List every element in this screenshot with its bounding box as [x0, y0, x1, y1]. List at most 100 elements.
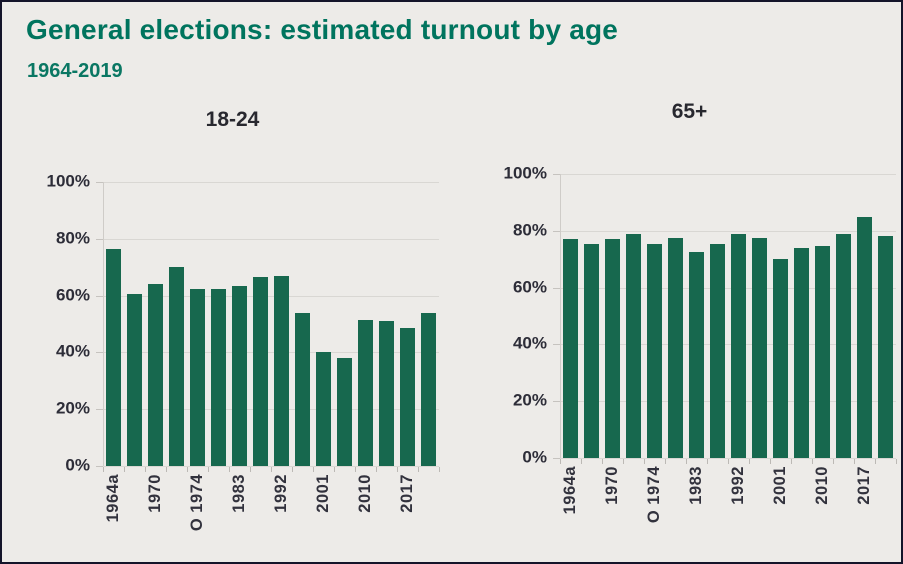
bar: [337, 358, 352, 466]
y-axis-tick: [553, 230, 560, 232]
gridline: [560, 230, 896, 232]
y-axis-label: 0%: [522, 447, 547, 467]
bar: [668, 237, 683, 458]
x-axis-tick: [334, 467, 335, 472]
gridline: [103, 352, 439, 354]
y-axis-tick: [96, 238, 103, 240]
y-axis-label: 60%: [55, 285, 90, 305]
gridline: [103, 466, 439, 467]
y-axis-label: 60%: [512, 277, 547, 297]
y-axis-label: 0%: [65, 455, 90, 475]
x-axis-label: O 1974: [187, 474, 206, 532]
bar: [253, 277, 268, 466]
chart-18-24: 18-24 0% 20% 40% 60% 80% 100% 1964a 1970 O 1974 1…: [26, 100, 440, 552]
chart-title-65plus: 65+: [671, 100, 708, 123]
gridline: [103, 409, 439, 411]
x-axis-tick: [271, 467, 272, 472]
bar: [647, 243, 662, 458]
bar: [752, 237, 767, 458]
x-axis-tick: [686, 459, 687, 464]
bar: [836, 233, 851, 458]
x-axis-tick: [665, 459, 666, 464]
x-axis-tick: [166, 467, 167, 472]
x-axis-label: 1992: [271, 474, 290, 513]
plot-area-18-24: 0% 20% 40% 60% 80% 100% 1964a 1970 O 1974 1983 199…: [47, 172, 440, 531]
y-axis-tick: [553, 287, 560, 289]
x-axis-tick: [770, 459, 771, 464]
x-axis-tick: [439, 467, 440, 472]
y-axis-tick: [96, 352, 103, 354]
bar: [148, 284, 163, 466]
y-axis-label: 80%: [512, 220, 547, 240]
x-axis-tick: [124, 467, 125, 472]
x-axis-label: 2017: [854, 466, 873, 505]
bar: [232, 285, 247, 466]
y-axis-tick: [96, 409, 103, 411]
x-axis-tick: [854, 459, 855, 464]
x-axis-label: 1964a: [103, 474, 122, 523]
bar: [878, 236, 893, 458]
bar: [815, 246, 830, 458]
x-axis-label: 2001: [313, 474, 332, 513]
x-axis-tick: [581, 459, 582, 464]
bar: [584, 243, 599, 458]
x-axis-tick: [875, 459, 876, 464]
bar: [626, 233, 641, 458]
gridline: [560, 344, 896, 346]
bar: [211, 288, 226, 466]
y-axis-tick: [553, 458, 560, 459]
bar: [295, 312, 310, 466]
x-axis-tick: [623, 459, 624, 464]
bar: [190, 288, 205, 466]
gridline: [103, 295, 439, 297]
gridline: [560, 458, 896, 459]
gridline: [103, 238, 439, 240]
y-axis-label: 20%: [512, 390, 547, 410]
bar: [605, 239, 620, 458]
y-axis-tick: [96, 182, 103, 183]
x-axis-tick: [313, 467, 314, 472]
x-axis-label: 1964a: [560, 466, 579, 515]
x-axis-label: 2010: [812, 466, 831, 505]
x-axis-tick: [397, 467, 398, 472]
bar: [731, 233, 746, 458]
gridline: [560, 174, 896, 175]
bar: [794, 247, 809, 458]
gridline: [103, 182, 439, 183]
x-axis-label: 2010: [355, 474, 374, 513]
bar: [274, 275, 289, 466]
y-axis-line: [103, 182, 104, 466]
y-axis-line: [560, 174, 561, 458]
gridline: [560, 287, 896, 289]
plot-area-65plus: 0% 20% 40% 60% 80% 100% 1964a 1970 O 1974 1983 199…: [504, 164, 897, 523]
x-axis-tick: [833, 459, 834, 464]
y-axis-label: 20%: [55, 398, 90, 418]
x-axis-tick: [145, 467, 146, 472]
bar: [421, 312, 436, 466]
x-axis-tick: [250, 467, 251, 472]
y-axis-tick: [553, 401, 560, 403]
x-axis-tick: [644, 459, 645, 464]
x-axis-tick: [728, 459, 729, 464]
y-axis-tick: [96, 295, 103, 297]
x-axis-tick: [418, 467, 419, 472]
bar: [316, 352, 331, 466]
bar: [710, 243, 725, 458]
y-axis-label: 100%: [46, 171, 90, 191]
x-axis-tick: [292, 467, 293, 472]
x-axis-tick: [103, 467, 104, 472]
x-axis-tick: [187, 467, 188, 472]
x-axis-tick: [560, 459, 561, 464]
x-axis-tick: [812, 459, 813, 464]
x-axis-label: 1983: [686, 466, 705, 505]
bar: [563, 239, 578, 458]
x-axis-label: 1992: [728, 466, 747, 505]
bar: [689, 252, 704, 458]
y-axis-label: 40%: [512, 333, 547, 353]
bar: [857, 216, 872, 458]
chart-title-18-24: 18-24: [205, 108, 260, 131]
bar: [169, 267, 184, 466]
x-axis-tick: [791, 459, 792, 464]
x-axis-label: O 1974: [644, 466, 663, 524]
